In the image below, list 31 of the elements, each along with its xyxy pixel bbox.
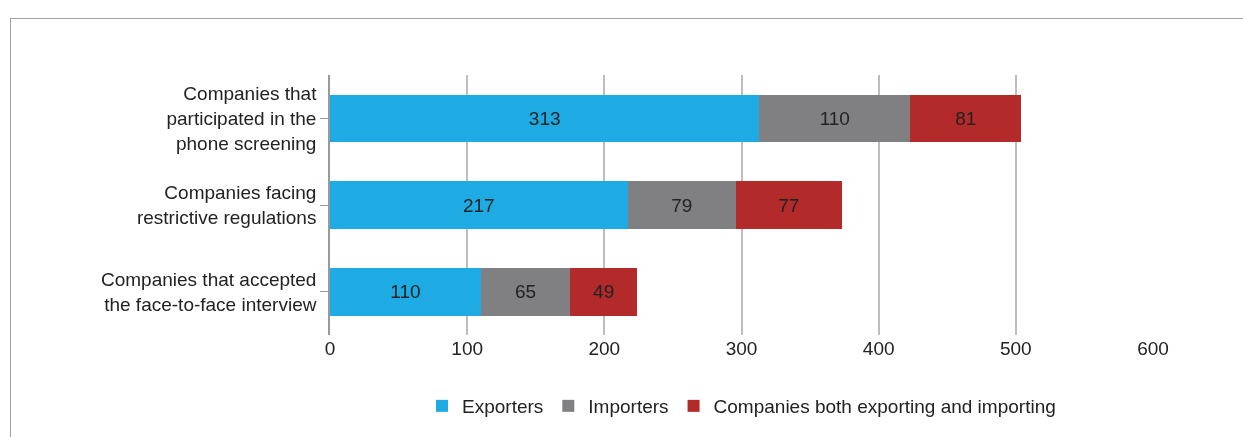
bar [480,267,571,316]
bar [330,181,628,229]
data-label: 79 [671,194,693,216]
x-tick-label: 400 [862,338,895,359]
legend-label: Importers [588,396,669,418]
x-tick-label: 100 [451,338,484,359]
bar [330,267,481,316]
legend-label: Exporters [462,396,544,418]
y-tick-label: Companies facing restrictive regulations [136,182,317,228]
data-label: 77 [778,194,800,216]
x-tick-label: 500 [999,338,1032,359]
bar [330,94,760,143]
data-label: 217 [462,194,495,216]
x-tick-label: 200 [588,338,621,359]
x-tick-label: 300 [725,338,758,359]
bar [627,181,737,229]
data-label: 110 [390,281,421,303]
y-tick-label: Companies that accepted the face-to-face interview [100,268,317,315]
data-label: 65 [514,281,537,303]
bar [736,181,842,229]
legend-label: Companies both exporting and importing [713,396,1056,418]
data-label: 313 [528,107,561,129]
data-label: 110 [819,107,850,129]
x-tick-label: 600 [1137,338,1169,359]
data-label: 81 [955,107,977,129]
bar [759,94,911,143]
bar [570,267,638,316]
x-tick-label: 0 [324,338,336,359]
y-tick-label: Companies that participated in the phone screening [166,83,318,154]
bar [910,94,1022,143]
data-label: 49 [593,281,615,303]
